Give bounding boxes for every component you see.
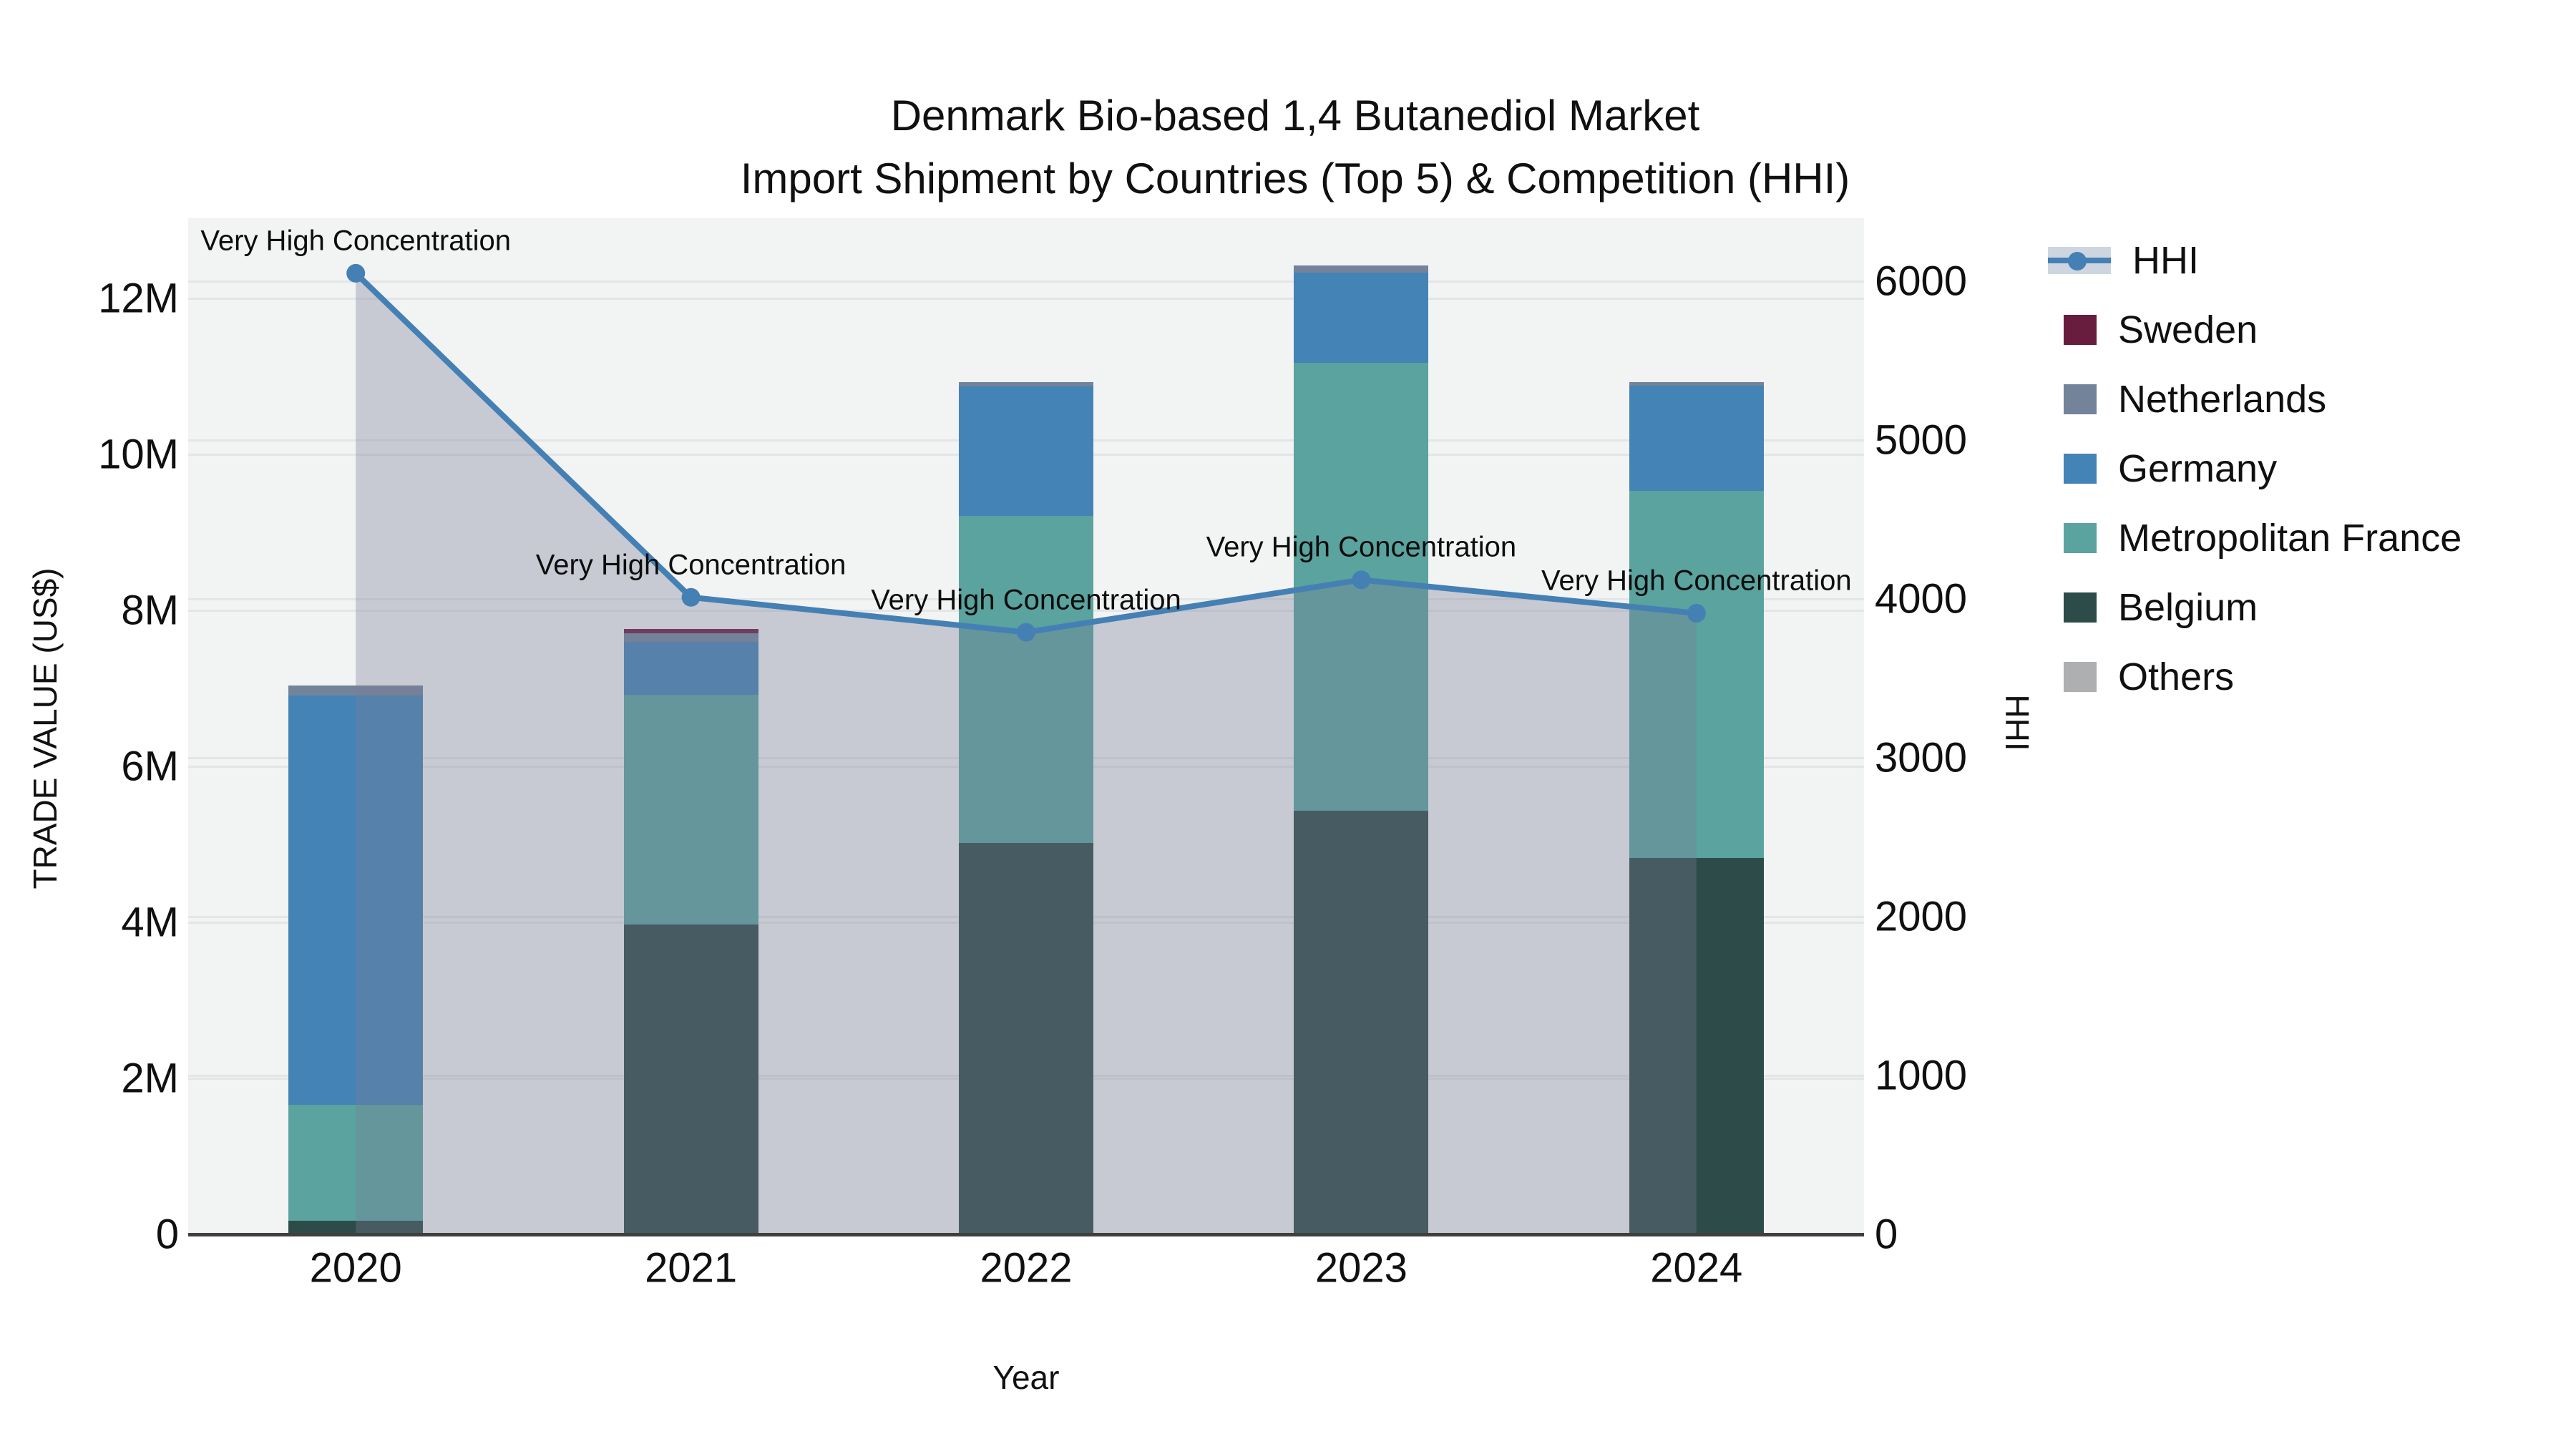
bar-segment-2021-sweden (623, 629, 758, 633)
x-tick-2023: 2023 (1314, 1244, 1407, 1292)
y-right-tick-3000: 3000 (1875, 734, 1968, 781)
bar-2021 (623, 218, 758, 1234)
y-left-tick-12M: 12M (98, 275, 179, 322)
bar-segment-2021-netherlands (623, 633, 758, 642)
bar-segment-2023-belgium (1294, 811, 1429, 1234)
y-left-tick-8M: 8M (121, 587, 179, 634)
chart-title-line1: Denmark Bio-based 1,4 Butanediol Market (890, 92, 1700, 140)
legend-swatch-others (2064, 662, 2097, 692)
hhi-area-fill (356, 273, 1697, 1234)
y-axis-left-title: TRADE VALUE (US$) (26, 567, 64, 889)
legend-label: Sweden (2118, 308, 2258, 351)
legend-swatch-netherlands (2064, 384, 2097, 414)
y-left-tick-10M: 10M (98, 431, 179, 478)
y-right-tick-4000: 4000 (1875, 575, 1968, 623)
bar-segment-2020-belgium (288, 1221, 424, 1234)
legend-swatch-sweden (2064, 315, 2097, 345)
y-right-tick-6000: 6000 (1875, 258, 1968, 305)
x-tick-2021: 2021 (645, 1244, 738, 1292)
bar-segment-2022-belgium (959, 842, 1093, 1234)
y-right-tick-1000: 1000 (1875, 1052, 1968, 1099)
bar-segment-2024-metropolitan-france (1629, 491, 1764, 858)
y-left-tick-6M: 6M (121, 743, 179, 790)
legend-item-others: Others (2048, 655, 2234, 698)
bar-segment-2021-belgium (623, 924, 758, 1234)
y-left-tick-2M: 2M (121, 1055, 179, 1102)
gridline-trade-12m (188, 298, 1864, 300)
chart-title: Denmark Bio-based 1,4 Butanediol Market … (0, 84, 2576, 210)
bar-segment-2023-netherlands (1294, 265, 1429, 273)
annotation-2020: Very High Concentration (200, 225, 511, 257)
bar-2020 (288, 218, 424, 1234)
annotation-2022: Very High Concentration (871, 584, 1181, 616)
legend-swatch-metropolitan-france (2064, 523, 2097, 553)
x-tick-2022: 2022 (980, 1244, 1073, 1292)
legend-label: Others (2118, 655, 2235, 698)
y-right-tick-2000: 2000 (1875, 893, 1968, 940)
bar-segment-2024-germany (1629, 386, 1764, 492)
hhi-marker-2023 (1352, 570, 1371, 590)
annotation-2021: Very High Concentration (535, 549, 847, 581)
hhi-marker-2022 (1017, 623, 1035, 642)
legend-item-metropolitan-france: Metropolitan France (2048, 517, 2462, 560)
legend-item-germany: Germany (2048, 447, 2277, 490)
legend-swatch-belgium (2064, 592, 2097, 623)
plot-area (188, 218, 1864, 1234)
legend-item-belgium: Belgium (2048, 586, 2258, 629)
hhi-marker-2021 (681, 587, 701, 607)
legend-swatch-germany (2064, 454, 2097, 484)
gridline-hhi-6000 (188, 280, 1864, 283)
bar-segment-2020-germany (288, 695, 424, 1106)
legend-label: Belgium (2118, 586, 2258, 629)
legend-item-hhi: HHI (2048, 239, 2199, 282)
bar-segment-2024-netherlands (1629, 381, 1764, 386)
bar-segment-2020-netherlands (288, 685, 424, 696)
legend-label: Germany (2118, 447, 2278, 490)
bar-segment-2021-germany (623, 641, 758, 695)
bar-2022 (959, 218, 1093, 1234)
hhi-marker-2020 (346, 263, 366, 283)
legend-item-sweden: Sweden (2048, 308, 2258, 351)
bar-2024 (1629, 218, 1764, 1234)
y-left-tick-4M: 4M (121, 899, 179, 946)
x-tick-2020: 2020 (309, 1244, 402, 1292)
legend-label: Netherlands (2118, 378, 2327, 421)
bar-segment-2020-metropolitan-france (288, 1105, 424, 1221)
bar-segment-2022-metropolitan-france (959, 516, 1093, 843)
y-right-tick-5000: 5000 (1875, 416, 1968, 464)
x-axis-line (188, 1233, 1864, 1236)
bar-segment-2024-belgium (1629, 857, 1764, 1234)
bar-segment-2022-germany (959, 386, 1093, 517)
annotation-2023: Very High Concentration (1206, 531, 1517, 563)
legend-label: HHI (2132, 239, 2199, 282)
hhi-marker-2024 (1687, 603, 1706, 623)
y-left-tick-0: 0 (155, 1211, 179, 1258)
legend-item-netherlands: Netherlands (2048, 378, 2326, 421)
y-right-tick-0: 0 (1875, 1211, 1898, 1258)
y-axis-right-title: HHI (1999, 694, 2036, 751)
hhi-line-swatch (2048, 247, 2111, 274)
bar-segment-2022-netherlands (959, 381, 1093, 387)
chart-title-line2: Import Shipment by Countries (Top 5) & C… (740, 155, 1850, 203)
x-axis-title: Year (992, 1359, 1060, 1396)
legend-label: Metropolitan France (2118, 517, 2462, 560)
annotation-2024: Very High Concentration (1541, 565, 1852, 597)
hhi-line-swatch-marker (2068, 252, 2087, 270)
bar-segment-2023-germany (1294, 273, 1429, 364)
bar-segment-2021-metropolitan-france (623, 694, 758, 925)
hhi-line-layer (346, 263, 1706, 1234)
x-tick-2024: 2024 (1650, 1244, 1743, 1292)
